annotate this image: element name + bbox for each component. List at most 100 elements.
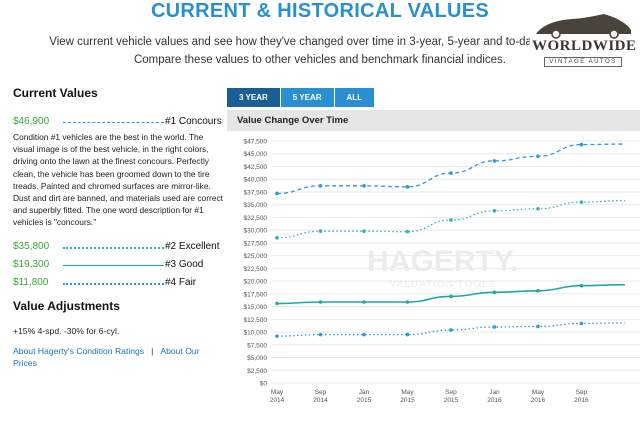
data-point[interactable]	[362, 229, 366, 233]
value-adjustments-heading: Value Adjustments	[13, 299, 120, 313]
y-tick-label: $2,500	[247, 368, 267, 375]
y-tick-label: $5,000	[247, 355, 267, 362]
y-tick-label: $40,000	[244, 177, 268, 184]
y-tick-label: $10,000	[244, 330, 268, 337]
condition-description: Condition #1 vehicles are the best in th…	[13, 132, 223, 228]
about-prices-link[interactable]: About Our Prices	[13, 346, 200, 368]
data-point[interactable]	[492, 159, 497, 163]
page-title: CURRENT & HISTORICAL VALUES	[150, 0, 490, 22]
range-tabs: 3 YEAR 5 YEAR ALL	[227, 88, 375, 107]
data-point[interactable]	[275, 191, 279, 196]
x-tick-label: Jan	[359, 389, 370, 396]
x-tick-label: May	[401, 389, 414, 396]
data-point[interactable]	[579, 200, 584, 204]
data-point[interactable]	[318, 300, 323, 304]
data-point[interactable]	[405, 300, 410, 304]
value-price: $35,800	[13, 241, 50, 252]
y-tick-label: $47,500	[244, 139, 268, 146]
x-tick-label: 2016	[531, 397, 546, 404]
data-point[interactable]	[492, 325, 497, 329]
x-tick-label: May	[271, 389, 284, 396]
legend-line	[63, 265, 164, 266]
dealer-logo: WORLDWIDE VINTAGE AUTOS	[530, 10, 636, 80]
y-tick-label: $42,500	[244, 164, 268, 171]
y-tick-label: $22,500	[244, 266, 268, 273]
condition-ratings-link[interactable]: About Hagerty's Condition Ratings	[13, 346, 145, 356]
y-tick-label: $30,000	[244, 228, 268, 235]
chart-header: Value Change Over Time	[227, 110, 640, 131]
data-point[interactable]	[449, 171, 453, 175]
data-point[interactable]	[536, 154, 540, 159]
logo-wordmark: WORLDWIDE	[532, 38, 637, 54]
data-point[interactable]	[449, 218, 453, 222]
data-point[interactable]	[318, 332, 323, 337]
x-tick-label: 2016	[574, 397, 589, 404]
logo-subtitle: VINTAGE AUTOS	[544, 57, 622, 67]
data-point[interactable]	[318, 184, 323, 188]
x-tick-label: 2014	[270, 397, 285, 404]
data-point[interactable]	[579, 283, 584, 288]
data-point[interactable]	[362, 332, 366, 337]
data-point[interactable]	[449, 328, 453, 332]
data-point[interactable]	[579, 321, 584, 326]
tab-all[interactable]: ALL	[334, 88, 375, 107]
legend-line	[63, 283, 164, 285]
data-point[interactable]	[536, 324, 540, 329]
y-tick-label: $27,500	[244, 240, 268, 247]
intro-text: View current vehicle values and see how …	[0, 33, 640, 69]
watermark-sub: VALUATION TOOLS	[390, 279, 497, 290]
value-row-concours: $46,900 #1 Concours	[13, 116, 222, 130]
value-row-fair: $11,800 #4 Fair	[13, 277, 218, 291]
data-point[interactable]	[405, 229, 410, 234]
tab-5-year[interactable]: 5 YEAR	[280, 88, 334, 107]
x-tick-label: May	[532, 389, 545, 396]
x-tick-label: 2015	[444, 397, 459, 404]
data-point[interactable]	[492, 290, 497, 295]
series-line-1	[276, 143, 625, 195]
data-point[interactable]	[449, 294, 453, 299]
intro-line-2: Compare these values to other vehicles a…	[133, 54, 507, 66]
value-price: $19,300	[13, 259, 50, 270]
watermark-main: HAGERTY.	[367, 245, 519, 278]
y-tick-label: $32,500	[244, 215, 268, 222]
value-chart: HAGERTY. VALUATION TOOLS $0 $2,500 $5,000 $…	[227, 131, 640, 424]
value-label: #3 Good	[165, 259, 204, 270]
data-point[interactable]	[536, 288, 540, 293]
x-tick-label: 2015	[400, 397, 415, 404]
y-tick-label: $7,500	[247, 342, 267, 349]
data-point[interactable]	[492, 208, 497, 213]
data-point[interactable]	[536, 206, 540, 211]
legend-line	[63, 122, 164, 123]
data-point[interactable]	[405, 185, 410, 189]
y-tick-label: $12,500	[244, 317, 268, 324]
data-point[interactable]	[405, 332, 410, 337]
data-point[interactable]	[318, 229, 323, 233]
data-point[interactable]	[362, 184, 366, 188]
y-tick-label: $20,000	[244, 279, 268, 286]
data-point[interactable]	[275, 334, 279, 338]
value-label: #4 Fair	[165, 277, 197, 288]
data-point[interactable]	[275, 301, 279, 306]
y-tick-label: $15,000	[244, 304, 268, 311]
y-tick-label: $25,000	[244, 253, 268, 260]
value-chart-svg: HAGERTY. VALUATION TOOLS $0 $2,500 $5,000 $…	[244, 139, 640, 404]
tab-3-year[interactable]: 3 YEAR	[227, 88, 280, 107]
value-price: $11,800	[13, 277, 49, 288]
value-adjustments-text: +15% 4-spd. -30% for 6-cyl.	[13, 326, 120, 336]
y-tick-label: $45,000	[244, 151, 268, 158]
y-tick-label: $37,500	[244, 189, 268, 196]
value-label: #2 Excellent	[165, 241, 220, 252]
info-links: About Hagerty's Condition Ratings | About …	[13, 345, 213, 369]
x-tick-label: 2014	[313, 397, 328, 404]
legend-line	[63, 247, 164, 249]
x-tick-label: Jan	[489, 389, 500, 396]
x-tick-label: 2015	[357, 397, 372, 404]
value-price: $46,900	[13, 116, 50, 127]
y-tick-label: $0	[260, 381, 268, 388]
car-silhouette-icon	[536, 14, 631, 39]
data-point[interactable]	[362, 300, 366, 304]
y-tick-label: $35,000	[244, 202, 268, 209]
data-point[interactable]	[579, 142, 584, 147]
data-point[interactable]	[275, 236, 279, 240]
x-tick-label: Sep	[445, 389, 457, 396]
